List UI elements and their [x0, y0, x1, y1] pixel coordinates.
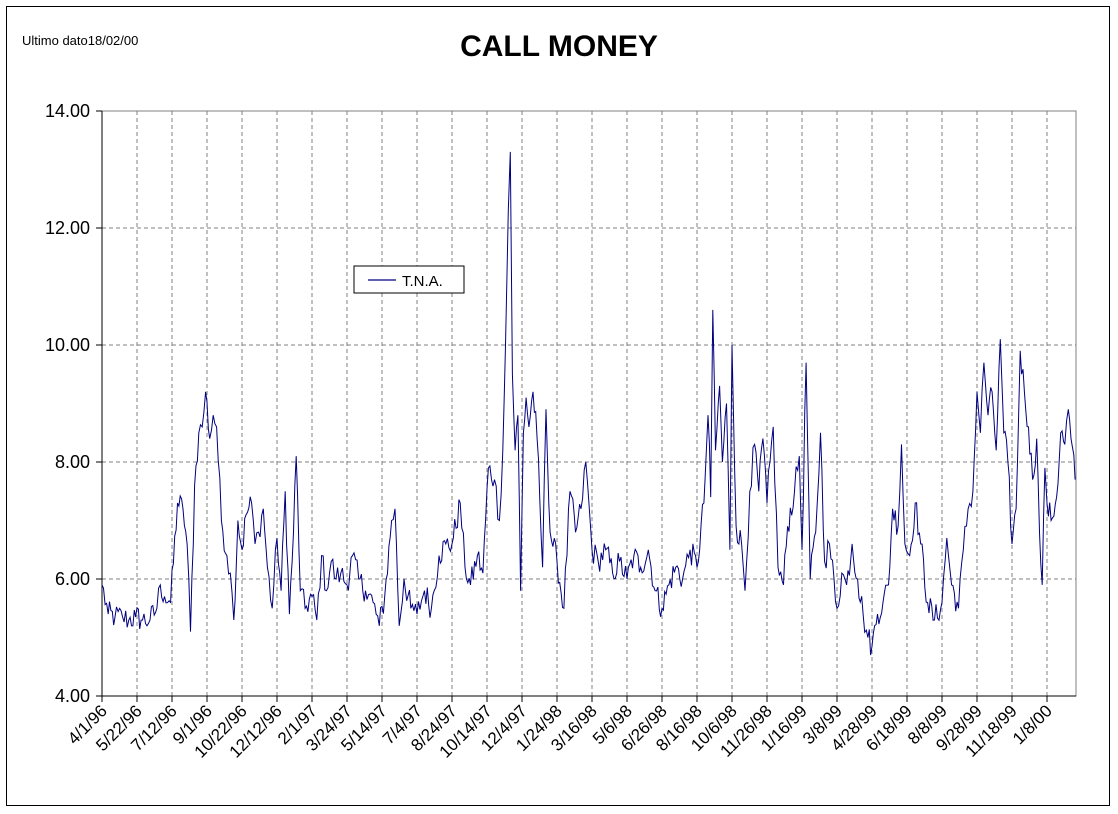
y-tick-label: 8.00 — [55, 452, 90, 472]
y-tick-label: 14.00 — [45, 101, 90, 121]
chart-frame — [6, 6, 1110, 806]
legend: T.N.A. — [353, 265, 465, 294]
y-axis: 4.00 6.00 8.00 10.00 12.00 14.00 — [45, 101, 103, 706]
y-tick-label: 10.00 — [45, 335, 90, 355]
x-tick-label: 1/8/00 — [1009, 701, 1056, 748]
y-tick-label: 12.00 — [45, 218, 90, 238]
chart-title: CALL MONEY — [460, 30, 658, 63]
gridlines — [102, 111, 1076, 696]
legend-label: T.N.A. — [402, 273, 443, 290]
x-axis: 4/1/965/22/967/12/969/1/9610/22/9612/12/… — [64, 695, 1076, 762]
y-tick-label: 4.00 — [55, 686, 90, 706]
series-layer — [101, 151, 1076, 656]
last-data-note: Ultimo dato18/02/00 — [22, 33, 139, 48]
y-tick-label: 6.00 — [55, 569, 90, 589]
series-line-tna — [101, 151, 1076, 656]
